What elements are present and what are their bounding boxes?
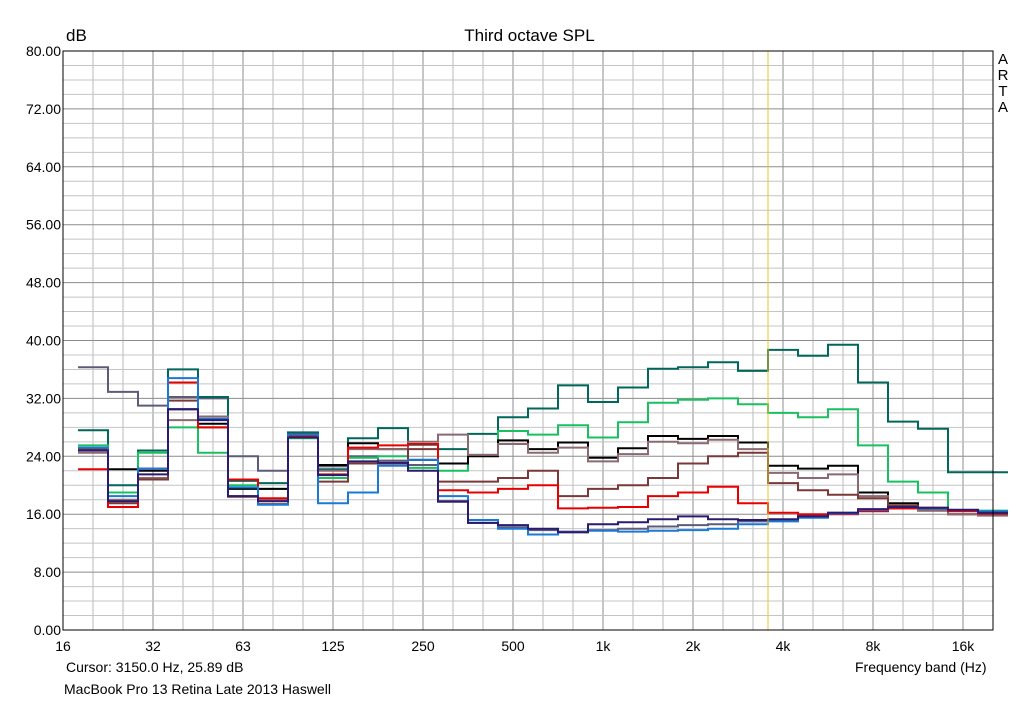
brand-letter: A xyxy=(997,51,1008,68)
x-tick-label: 4k xyxy=(776,638,792,654)
x-tick-label: 16 xyxy=(55,638,71,654)
y-tick-label: 0.00 xyxy=(34,622,61,638)
y-tick-label: 72.00 xyxy=(26,101,61,117)
x-tick-label: 2k xyxy=(686,638,702,654)
x-tick-label: 32 xyxy=(145,638,161,654)
x-tick-label: 500 xyxy=(501,638,525,654)
grid xyxy=(63,51,993,630)
chart-title: Third octave SPL xyxy=(464,26,595,45)
y-tick-label: 48.00 xyxy=(26,275,61,291)
y-tick-label: 8.00 xyxy=(34,564,61,580)
x-tick-label: 16k xyxy=(952,638,976,654)
cursor-readout: Cursor: 3150.0 Hz, 25.89 dB xyxy=(66,659,244,675)
y-tick-label: 64.00 xyxy=(26,159,61,175)
y-tick-label: 80.00 xyxy=(26,43,61,59)
device-caption: MacBook Pro 13 Retina Late 2013 Haswell xyxy=(64,681,331,697)
x-tick-label: 250 xyxy=(411,638,435,654)
y-tick-label: 24.00 xyxy=(26,448,61,464)
series-line xyxy=(78,408,1008,534)
x-axis-ticks: 16 32 63 125 250 500 1k 2k 4k 8k 16k xyxy=(55,638,975,654)
y-tick-label: 32.00 xyxy=(26,390,61,406)
y-axis-ticks: 0.00 8.00 16.00 24.00 32.00 40.00 48.00 56.00 64… xyxy=(26,43,61,638)
plot-frame xyxy=(62,50,994,631)
x-axis-label: Frequency band (Hz) xyxy=(855,659,987,675)
x-tick-label: 63 xyxy=(235,638,251,654)
x-tick-label: 8k xyxy=(866,638,882,654)
x-tick-label: 125 xyxy=(321,638,345,654)
brand-letter: T xyxy=(998,83,1008,100)
arta-brand-label: A R T A xyxy=(996,52,1010,116)
y-axis-unit: dB xyxy=(66,26,87,45)
x-tick-label: 1k xyxy=(596,638,612,654)
series-lines xyxy=(78,343,1008,536)
y-tick-label: 56.00 xyxy=(26,217,61,233)
y-tick-label: 16.00 xyxy=(26,506,61,522)
brand-letter: R xyxy=(997,67,1009,84)
brand-letter: A xyxy=(997,99,1008,116)
y-tick-label: 40.00 xyxy=(26,333,61,349)
